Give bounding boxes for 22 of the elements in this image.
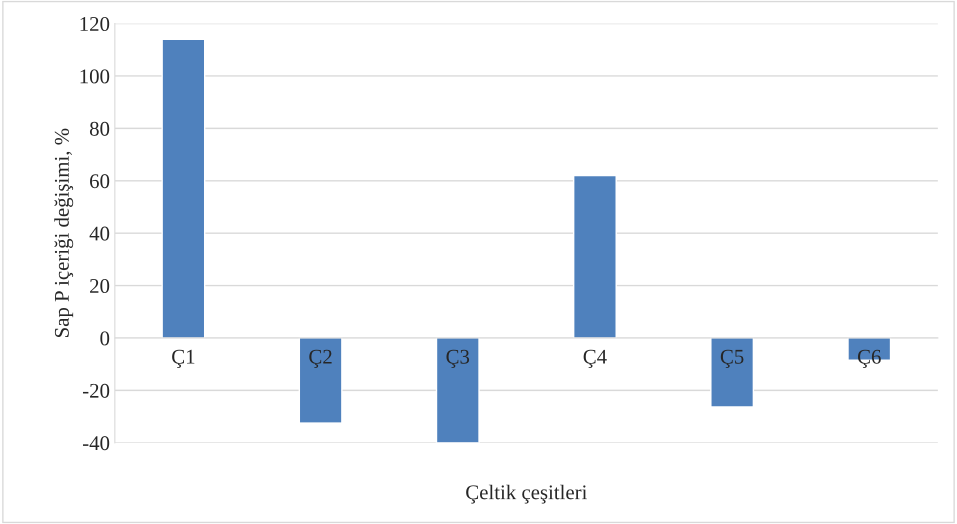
x-tick-label: Ç4: [584, 350, 607, 368]
y-tick-label: 20: [90, 278, 110, 294]
y-tick-label: 80: [90, 122, 110, 136]
y-tick-label: -40: [82, 436, 110, 450]
bar: [572, 174, 617, 339]
y-tick-label: -20: [82, 384, 110, 398]
bar: [161, 38, 206, 339]
y-axis-title: Sap P içeriği değişimi, %: [54, 128, 74, 337]
bar: [298, 337, 343, 424]
y-tick-label: 60: [90, 174, 110, 188]
x-tick-label: Ç1: [172, 350, 194, 368]
y-tick-label: 120: [80, 16, 110, 32]
bar: [710, 337, 754, 408]
x-tick-label: Ç2: [309, 350, 332, 368]
x-tick-label: Ç5: [720, 350, 744, 368]
bar: [436, 337, 480, 443]
y-tick-label: 0: [100, 331, 110, 346]
y-tick-label: 40: [90, 226, 110, 241]
y-tick-label: 100: [80, 69, 110, 84]
x-axis-title: Çeltik çeşitleri: [466, 484, 587, 504]
x-tick-label: Ç6: [858, 350, 881, 368]
x-tick-label: Ç3: [446, 350, 470, 368]
